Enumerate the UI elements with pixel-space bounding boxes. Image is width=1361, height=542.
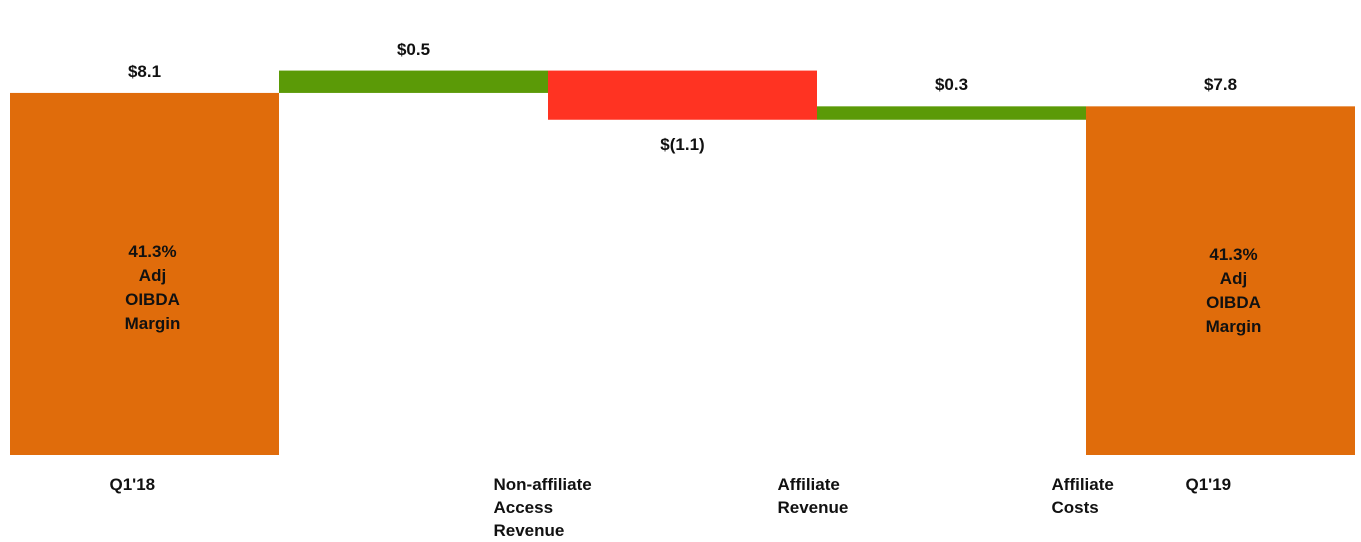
- category-label-2: Affiliate Revenue: [778, 473, 849, 519]
- bar-inner-text-0: 41.3% Adj OIBDA Margin: [125, 240, 181, 336]
- bar-inner-text-4: 41.3% Adj OIBDA Margin: [1206, 243, 1262, 339]
- category-line-3-1: Costs: [1051, 498, 1099, 517]
- category-label-0: Q1'18: [110, 473, 156, 496]
- category-line-0-0: Q1'18: [109, 475, 156, 494]
- category-line-3-0: Affiliate: [1051, 475, 1114, 494]
- category-line-4-0: Q1'19: [1185, 475, 1232, 494]
- category-line-1-2: Revenue: [493, 521, 565, 540]
- value-label-2: $(1.1): [660, 134, 705, 154]
- bar-inner-line-4-0: 41.3%: [1209, 245, 1258, 264]
- category-line-2-1: Revenue: [777, 498, 849, 517]
- value-label-3: $0.3: [934, 75, 969, 95]
- bar-inner-line-0-1: Adj: [138, 266, 167, 285]
- bar-inner-line-0-3: Margin: [124, 314, 181, 333]
- bar-inner-line-0-0: 41.3%: [128, 242, 177, 261]
- bar-4: [1086, 106, 1355, 455]
- bar-1: [279, 70, 548, 93]
- category-label-1: Non-affiliate Access Revenue: [494, 473, 592, 542]
- category-line-1-1: Access: [493, 498, 554, 517]
- bar-inner-line-4-2: OIBDA: [1206, 293, 1261, 312]
- bar-inner-line-4-1: Adj: [1219, 269, 1248, 288]
- bar-2: [548, 70, 817, 120]
- bar-inner-line-4-3: Margin: [1205, 317, 1262, 336]
- value-label-4: $7.8: [1203, 75, 1238, 95]
- value-label-0: $8.1: [127, 61, 162, 81]
- category-label-4: Q1'19: [1186, 473, 1232, 496]
- category-label-3: Affiliate Costs: [1052, 473, 1114, 519]
- category-line-1-0: Non-affiliate: [493, 475, 592, 494]
- category-line-2-0: Affiliate: [777, 475, 840, 494]
- value-label-1: $0.5: [396, 39, 431, 59]
- bar-inner-line-0-2: OIBDA: [125, 290, 180, 309]
- bar-3: [817, 106, 1086, 120]
- bar-0: [10, 92, 279, 456]
